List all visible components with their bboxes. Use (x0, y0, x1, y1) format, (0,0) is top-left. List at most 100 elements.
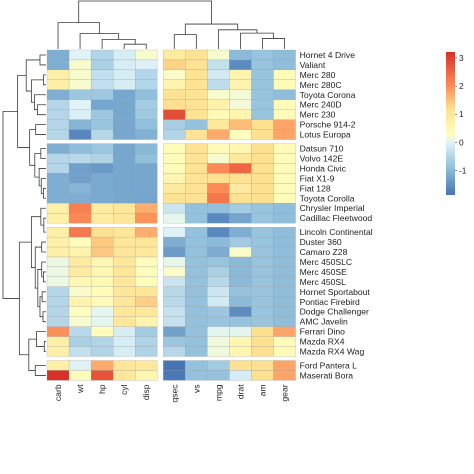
heatmap-cell (185, 276, 208, 287)
heatmap-cell (229, 69, 252, 80)
heatmap-cell (113, 256, 136, 268)
heatmap-cell (251, 346, 274, 357)
heatmap-cell (46, 236, 70, 248)
row-label: Merc 280 (300, 70, 336, 80)
heatmap-cell (273, 119, 296, 130)
heatmap-cell (90, 236, 114, 248)
dendrogram-branch (41, 291, 46, 303)
heatmap-cell (229, 143, 252, 154)
row-label: Porsche 914-2 (300, 120, 356, 130)
heatmap-cell (46, 227, 70, 238)
row-label: Mazda RX4 (300, 337, 345, 347)
heatmap-cell (46, 129, 70, 140)
heatmap-cell (229, 360, 252, 371)
heatmap-cell (135, 79, 158, 90)
heatmap-cell (207, 316, 230, 327)
heatmap-cell (46, 256, 70, 268)
heatmap-cell (251, 89, 274, 100)
heatmap-cell (163, 213, 186, 224)
heatmap-cell (185, 49, 208, 61)
heatmap-cell (251, 296, 274, 307)
heatmap-cell (229, 109, 252, 120)
dendrogram-branch (17, 75, 30, 148)
heatmap-cell (251, 316, 274, 327)
row-label: Merc 240D (300, 100, 342, 110)
heatmap-cell (163, 193, 186, 204)
heatmap-cell (135, 89, 158, 100)
heatmap-cell (90, 227, 114, 238)
heatmap-cell (90, 163, 114, 174)
heatmap-cell (229, 246, 252, 258)
heatmap-cell (273, 173, 296, 184)
heatmap-cell (207, 360, 230, 371)
heatmap-cell (113, 183, 136, 194)
row-label: Toyota Corona (300, 90, 356, 100)
heatmap-cell (135, 59, 158, 71)
heatmap-cell (251, 276, 274, 287)
heatmap-cell (251, 119, 274, 130)
heatmap-cell (185, 69, 208, 80)
heatmap-cell (68, 286, 92, 297)
heatmap-cell (90, 183, 114, 194)
heatmap-cell (90, 59, 114, 71)
heatmap-cell (90, 193, 114, 204)
color-legend: 3 2 1 0 -1 (446, 52, 467, 195)
heatmap-cell (185, 256, 208, 268)
heatmap-cell (46, 89, 70, 100)
column-label: vs (191, 384, 201, 393)
row-label: Hornet Sportabout (300, 287, 371, 297)
heatmap-cell (185, 246, 208, 258)
heatmap-cell (68, 256, 92, 268)
heatmap-cell (46, 153, 70, 164)
dendrogram-branch (41, 261, 46, 278)
heatmap-cell (229, 296, 252, 307)
heatmap-cell (46, 119, 70, 130)
heatmap-cell (273, 360, 296, 371)
heatmap-cell (229, 173, 252, 184)
heatmap-cell (207, 213, 230, 224)
heatmap-cell (273, 246, 296, 258)
column-label: mpg (213, 384, 223, 401)
heatmap-cell (251, 109, 274, 120)
heatmap-cell (113, 119, 136, 130)
heatmap-cell (207, 203, 230, 214)
heatmap-cell (251, 227, 274, 238)
heatmap-cell (46, 79, 70, 90)
heatmap-cell (163, 336, 186, 347)
heatmap-cell (185, 119, 208, 130)
heatmap-cell (163, 326, 186, 337)
heatmap-cell (68, 296, 92, 307)
row-label: Lincoln Continental (300, 227, 373, 237)
heatmap-cell (135, 119, 158, 130)
heatmap-cell (273, 183, 296, 194)
heatmap-cell (135, 276, 158, 287)
heatmap-cell (135, 69, 158, 80)
heatmap-cell (46, 370, 70, 381)
heatmap-cell (229, 183, 252, 194)
column-labels: carb wt hp cyl disp qsec vs mpg drat am gear (53, 384, 290, 403)
heatmap-cell (113, 336, 136, 347)
column-label: disp (141, 384, 151, 400)
heatmap-cell (90, 360, 114, 371)
row-label: Ferrari Dino (300, 327, 346, 337)
heatmap-cell (207, 296, 230, 307)
heatmap-cell (113, 203, 136, 214)
heatmap-cell (207, 59, 230, 71)
heatmap-cell (68, 336, 92, 347)
heatmap-cell (46, 183, 70, 194)
legend-tick-label: 2 (459, 81, 464, 91)
row-label: Maserati Bora (300, 370, 354, 380)
column-label: gear (280, 384, 290, 401)
heatmap-cell (185, 227, 208, 238)
heatmap-cell (229, 49, 252, 61)
heatmap-cell (163, 119, 186, 130)
heatmap-cell (163, 256, 186, 268)
heatmap-cell (273, 236, 296, 248)
heatmap-cell (163, 246, 186, 258)
heatmap-cell (113, 246, 136, 258)
heatmap-cell (46, 286, 70, 297)
dendrogram-branch (37, 104, 46, 116)
heatmap-cell (46, 266, 70, 278)
heatmap-cell (185, 163, 208, 174)
heatmap-cell (163, 203, 186, 214)
